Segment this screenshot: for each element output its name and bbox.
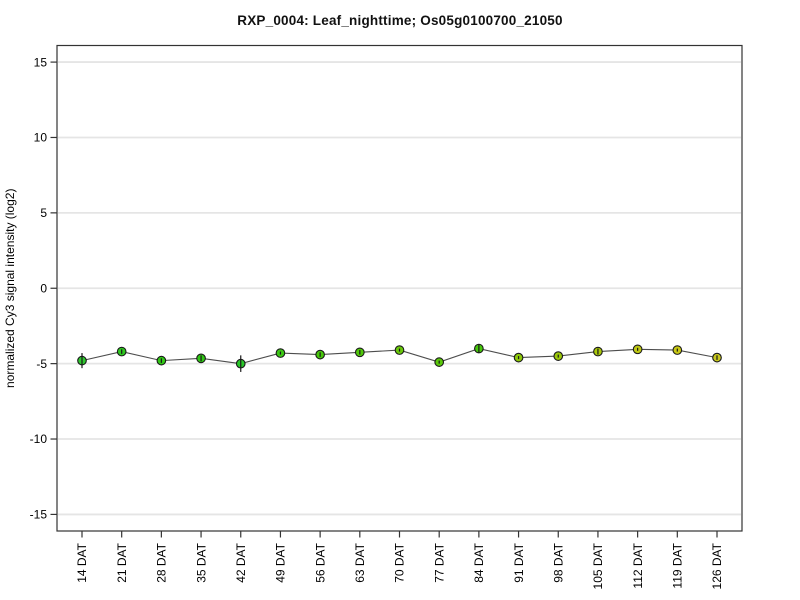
y-axis-tick-label: -10 bbox=[30, 432, 48, 446]
x-axis-tick-label: 77 DAT bbox=[432, 542, 446, 582]
x-axis-tick-label: 84 DAT bbox=[472, 542, 486, 582]
x-axis-tick-label: 49 DAT bbox=[274, 542, 288, 582]
x-axis-tick-label: 126 DAT bbox=[710, 542, 724, 589]
x-axis-tick-label: 70 DAT bbox=[393, 542, 407, 582]
y-axis-tick-label: 5 bbox=[40, 206, 47, 220]
y-axis-tick-label: 0 bbox=[40, 281, 47, 295]
x-axis-tick-label: 63 DAT bbox=[353, 542, 367, 582]
y-axis-tick-label: -5 bbox=[36, 357, 47, 371]
y-axis-tick-label: -15 bbox=[30, 508, 48, 522]
x-axis-tick-label: 56 DAT bbox=[313, 542, 327, 582]
chart-title: RXP_0004: Leaf_nighttime; Os05g0100700_2… bbox=[237, 13, 563, 28]
x-axis-tick-label: 35 DAT bbox=[194, 542, 208, 582]
x-axis-tick-label: 14 DAT bbox=[75, 542, 89, 582]
x-axis-tick-label: 28 DAT bbox=[155, 542, 169, 582]
x-axis-tick-label: 112 DAT bbox=[631, 542, 645, 588]
x-axis-tick-label: 119 DAT bbox=[671, 542, 685, 588]
x-axis-tick-label: 21 DAT bbox=[115, 542, 129, 582]
x-axis-tick-label: 91 DAT bbox=[512, 542, 526, 582]
x-axis-tick-label: 105 DAT bbox=[591, 542, 605, 589]
x-axis-tick-label: 98 DAT bbox=[551, 542, 565, 582]
y-axis-tick-label: 15 bbox=[34, 55, 48, 69]
y-axis-tick-label: 10 bbox=[34, 131, 48, 145]
y-axis-title: normalized Cy3 signal intensity (log2) bbox=[3, 189, 17, 388]
x-axis-tick-label: 42 DAT bbox=[234, 542, 248, 582]
